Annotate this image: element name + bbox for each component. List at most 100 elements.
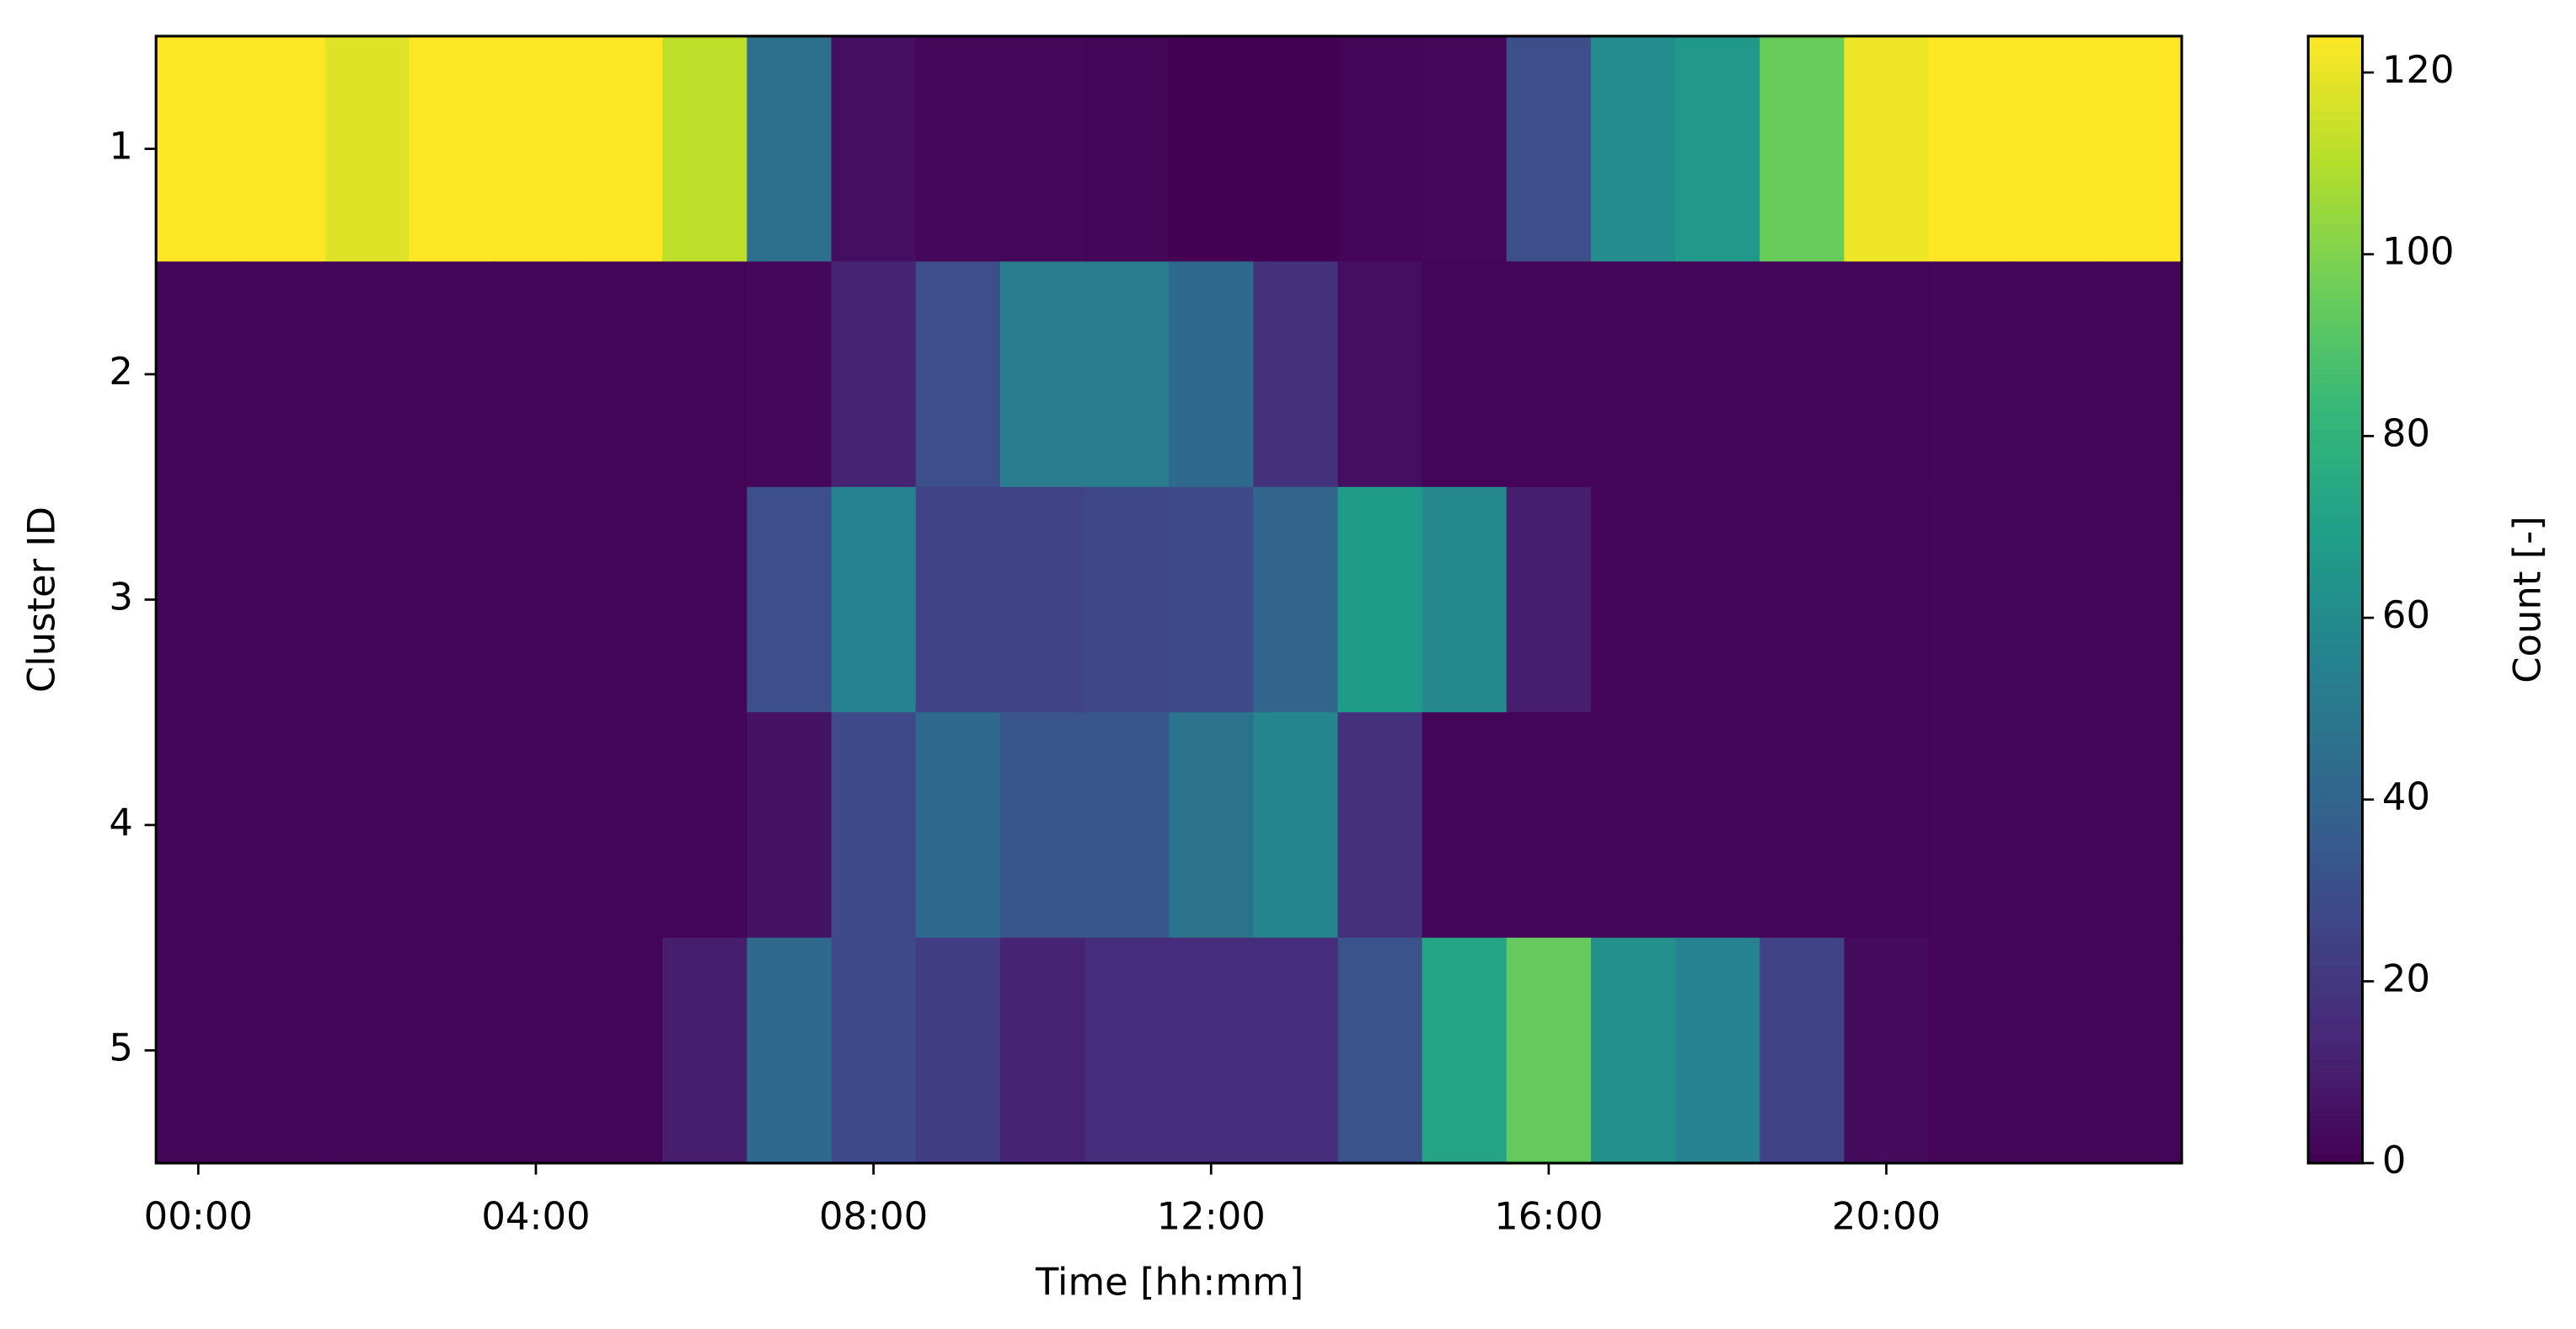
colorbar-segment (2308, 533, 2363, 544)
colorbar-segment (2308, 383, 2363, 394)
heatmap-cell (662, 937, 748, 1164)
heatmap-cell (1253, 937, 1339, 1164)
colorbar-segment (2308, 787, 2363, 798)
colorbar-segment (2308, 186, 2363, 197)
heatmap-cell (2097, 486, 2182, 714)
colorbar-segment (2308, 252, 2363, 263)
heatmap-cell (747, 35, 833, 263)
colorbar-segment (2308, 233, 2363, 244)
colorbar-segment (2308, 346, 2363, 356)
heatmap-cell (1590, 712, 1676, 939)
colorbar-segment (2308, 909, 2363, 920)
heatmap-cell (324, 486, 410, 714)
colorbar-segment (2308, 506, 2363, 517)
heatmap-cell (662, 486, 748, 714)
heatmap-cell (1422, 712, 1508, 939)
colorbar-segment (2308, 740, 2363, 751)
colorbar-segment (2308, 355, 2363, 366)
colorbar-segment (2308, 205, 2363, 216)
heatmap-cell (240, 486, 326, 714)
colorbar-segment (2308, 731, 2363, 742)
heatmap-cell (1675, 937, 1761, 1164)
colorbar-segment (2308, 994, 2363, 1005)
heatmap-cell (156, 937, 242, 1164)
colorbar-segment (2308, 1144, 2363, 1155)
heatmap-cell (1590, 261, 1676, 488)
colorbar-segment (2308, 1050, 2363, 1061)
colorbar-segment (2308, 496, 2363, 507)
heatmap-cell (662, 35, 748, 263)
colorbar-segment (2308, 1134, 2363, 1145)
colorbar-segment (2308, 289, 2363, 300)
colorbar-segment (2308, 683, 2363, 694)
colorbar-segment (2308, 627, 2363, 639)
heatmap-cell (1928, 937, 2014, 1164)
colorbar-segment (2308, 55, 2363, 66)
colorbar-segment (2308, 486, 2363, 497)
x-axis-label: Time [hh:mm] (1035, 1259, 1304, 1304)
heatmap-cell (1337, 486, 1423, 714)
heatmap-cell (493, 261, 579, 488)
heatmap-cell (578, 261, 663, 488)
heatmap-cell (831, 937, 917, 1164)
colorbar-segment (2308, 543, 2363, 554)
heatmap-cell (999, 712, 1085, 939)
heatmap-cell (1084, 486, 1170, 714)
heatmap-cell (999, 486, 1085, 714)
heatmap-cell (1084, 35, 1170, 263)
heatmap-cell (578, 712, 663, 939)
colorbar-segment (2308, 298, 2363, 310)
heatmap-cell (2097, 35, 2182, 263)
heatmap-cell (1506, 712, 1592, 939)
colorbar-segment (2308, 1087, 2363, 1099)
colorbar-segment (2308, 1021, 2363, 1033)
heatmap-cell (156, 261, 242, 488)
colorbar-segment (2308, 984, 2363, 995)
heatmap-cell (240, 35, 326, 263)
colorbar-segment (2308, 721, 2363, 732)
heatmap-cell (2097, 712, 2182, 939)
colorbar-segment (2308, 261, 2363, 272)
heatmap-cell (1506, 937, 1592, 1164)
colorbar-segment (2308, 158, 2363, 169)
colorbar-segment (2308, 1097, 2363, 1108)
colorbar-segment (2308, 440, 2363, 451)
heatmap-cell (578, 486, 663, 714)
colorbar-segment (2308, 1003, 2363, 1014)
heatmap-cell (1844, 937, 1930, 1164)
colorbar-segment (2308, 327, 2363, 338)
x-tick-label: 08:00 (819, 1193, 928, 1238)
colorbar-segment (2308, 515, 2363, 526)
heatmap-cell (831, 712, 917, 939)
colorbar-segment (2308, 167, 2363, 179)
colorbar-segment (2308, 975, 2363, 986)
colorbar-segment (2308, 646, 2363, 657)
colorbar-segment (2308, 581, 2363, 592)
heatmap-cell (831, 35, 917, 263)
colorbar-segment (2308, 1041, 2363, 1052)
heatmap-cell (493, 486, 579, 714)
heatmap-cell (1337, 261, 1423, 488)
colorbar-segment (2308, 64, 2363, 75)
heatmap-cell (1422, 261, 1508, 488)
colorbar-segment (2308, 703, 2363, 714)
y-tick-label: 1 (109, 124, 133, 169)
colorbar-segment (2308, 430, 2363, 442)
heatmap-cell (2012, 35, 2098, 263)
heatmap-cell (2012, 261, 2098, 488)
colorbar-segment (2308, 92, 2363, 103)
heatmap-cell (1337, 712, 1423, 939)
heatmap-cell (1844, 712, 1930, 939)
colorbar-segment (2308, 919, 2363, 930)
heatmap-cell (1675, 712, 1761, 939)
heatmap-cell (915, 712, 1001, 939)
colorbar-segment (2308, 749, 2363, 760)
colorbar-segment (2308, 1125, 2363, 1136)
heatmap-cell (1759, 937, 1845, 1164)
colorbar-segment (2308, 139, 2363, 150)
heatmap-cell (662, 261, 748, 488)
colorbar-segment (2308, 318, 2363, 329)
colorbar-segment (2308, 477, 2363, 488)
colorbar-segment (2308, 561, 2363, 573)
